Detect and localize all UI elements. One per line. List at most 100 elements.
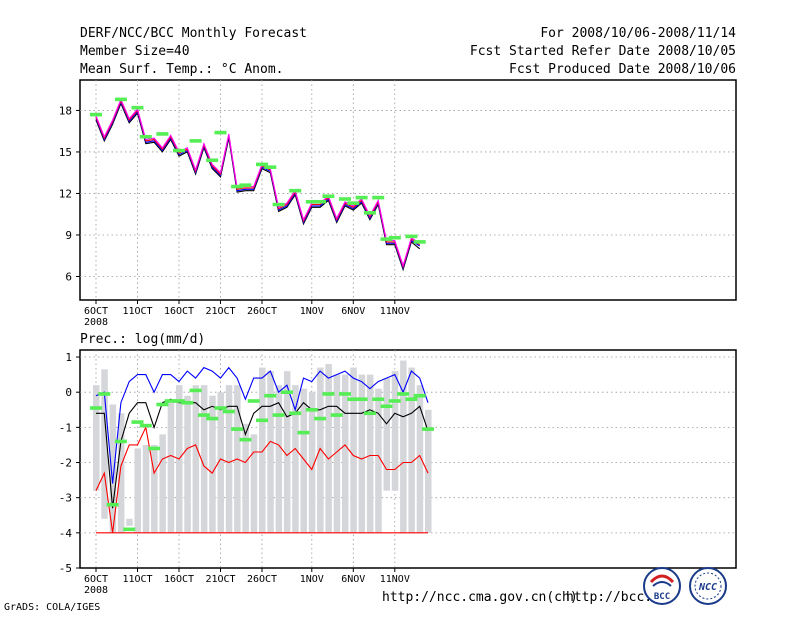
temperature-ensemble-mean-line (95, 99, 421, 269)
temperature-control-marker (214, 130, 227, 135)
precipitation-control-marker (222, 409, 235, 414)
bcc-logo-text: BCC (654, 592, 670, 602)
precipitation-control-marker (173, 399, 185, 403)
precipitation-control-marker (388, 399, 401, 403)
temperature-xtick-label: 11OCT (122, 306, 152, 317)
precipitation-bar (308, 392, 316, 533)
precipitation-control-marker (156, 402, 169, 407)
precipitation-control-marker (131, 420, 144, 424)
temperature-control-marker (380, 237, 393, 241)
ncc-logo-text: NCC (698, 582, 717, 593)
precipitation-bar (167, 402, 175, 533)
precipitation-control-marker (413, 393, 426, 398)
temperature-member-min-line (95, 102, 421, 272)
precipitation-control-marker (339, 392, 351, 396)
precipitation-control-marker (405, 397, 418, 402)
precipitation-control-marker (231, 427, 244, 431)
precipitation-bar (317, 367, 324, 533)
precipitation-control-marker (272, 413, 285, 417)
temperature-xtick-label: 26OCT (247, 306, 277, 317)
precipitation-bar (134, 448, 141, 533)
precipitation-control-marker (148, 446, 161, 451)
precipitation-ytick-label: -2 (59, 457, 72, 470)
temperature-ytick-label: 9 (65, 229, 72, 242)
temperature-control-marker (413, 240, 426, 244)
precipitation-bar (375, 388, 382, 533)
precipitation-bar (101, 369, 108, 519)
precipitation-bar (400, 360, 407, 533)
precipitation-bar (242, 423, 249, 533)
precipitation-bar (109, 404, 117, 533)
precipitation-control-marker (422, 427, 434, 431)
precipitation-control-marker (189, 388, 202, 393)
temperature-ytick-label: 6 (65, 270, 72, 283)
temperature-control-marker (131, 105, 144, 110)
precipitation-ytick-label: -1 (59, 421, 72, 434)
refer-date: Fcst Started Refer Date 2008/10/05 (469, 44, 736, 59)
precipitation-control-marker (372, 397, 385, 402)
precipitation-bar (342, 374, 349, 533)
temperature-ytick-label: 18 (59, 104, 72, 117)
temperature-control-marker (206, 158, 219, 163)
temperature-control-marker (156, 132, 169, 136)
precipitation-control-marker (90, 406, 102, 410)
ncc-url-link[interactable]: http://ncc.cma.gov.cn(ch) (382, 590, 578, 605)
temperature-frame (79, 79, 737, 301)
precipitation-xtick-label: 11NOV (380, 574, 410, 585)
precipitation-bar (383, 378, 390, 491)
precip-panel-title: Prec.: log(mm/d) (80, 332, 206, 347)
precipitation-control-marker (197, 413, 210, 417)
precipitation-xtick-label: 1NOV (300, 574, 324, 585)
precipitation-control-marker (330, 413, 343, 417)
precipitation-bar (300, 388, 307, 533)
temperature-control-marker (189, 139, 202, 143)
precipitation-xtick-label: 16OCT (164, 574, 194, 585)
precipitation-control-marker (297, 430, 310, 435)
temperature-member-low-line (95, 100, 421, 271)
precipitation-bar (142, 444, 150, 533)
temperature-control-marker (173, 148, 185, 153)
precipitation-bar (200, 385, 208, 533)
precipitation-bar (159, 434, 166, 533)
precipitation-bar (217, 392, 224, 533)
temperature-control-marker (363, 211, 376, 215)
temperature-xtick-label: 6OCT (84, 306, 108, 317)
temperature-control-marker (239, 183, 252, 187)
ncc-logo-icon: NCC (689, 567, 727, 605)
bcc-url-link[interactable]: http://bcc.c (566, 590, 660, 605)
precipitation-control-marker (214, 406, 227, 410)
temperature-control-marker (114, 97, 127, 102)
chart-title: DERF/NCC/BCC Monthly Forecast (80, 26, 307, 41)
temperature-xtick-label: 16OCT (164, 306, 194, 317)
precipitation-control-marker (181, 400, 194, 405)
precipitation-year-label: 2008 (84, 585, 108, 596)
precipitation-ensemble-mean-line (96, 398, 429, 509)
precipitation-bar (358, 374, 366, 533)
temperature-control-marker (264, 165, 277, 169)
precipitation-bar (192, 385, 200, 533)
precipitation-control-marker (139, 423, 152, 428)
precipitation-bar (425, 409, 432, 533)
variable-label: Mean Surf. Temp.: °C Anom. (80, 62, 284, 77)
precipitation-bar (209, 395, 216, 533)
temperature-ytick-label: 12 (59, 187, 72, 200)
temperature-control-marker (272, 202, 285, 207)
precipitation-bar (126, 518, 133, 526)
bcc-logo-icon: BCC (643, 567, 681, 605)
temperature-control-marker (339, 197, 351, 201)
precipitation-control-marker (247, 399, 260, 403)
precipitation-control-marker (380, 404, 393, 409)
precipitation-control-marker (314, 416, 327, 421)
precipitation-bar (391, 371, 399, 491)
temperature-xtick-label: 6NOV (341, 306, 365, 317)
temperature-xtick-label: 11NOV (380, 306, 410, 317)
precipitation-upper-percentile-line (95, 366, 429, 484)
precipitation-bar (93, 385, 100, 491)
precipitation-bar (408, 367, 415, 533)
precipitation-xtick-label: 11OCT (122, 574, 152, 585)
precipitation-control-marker (206, 416, 219, 421)
precipitation-bar (366, 374, 374, 533)
precipitation-control-marker (106, 502, 119, 507)
